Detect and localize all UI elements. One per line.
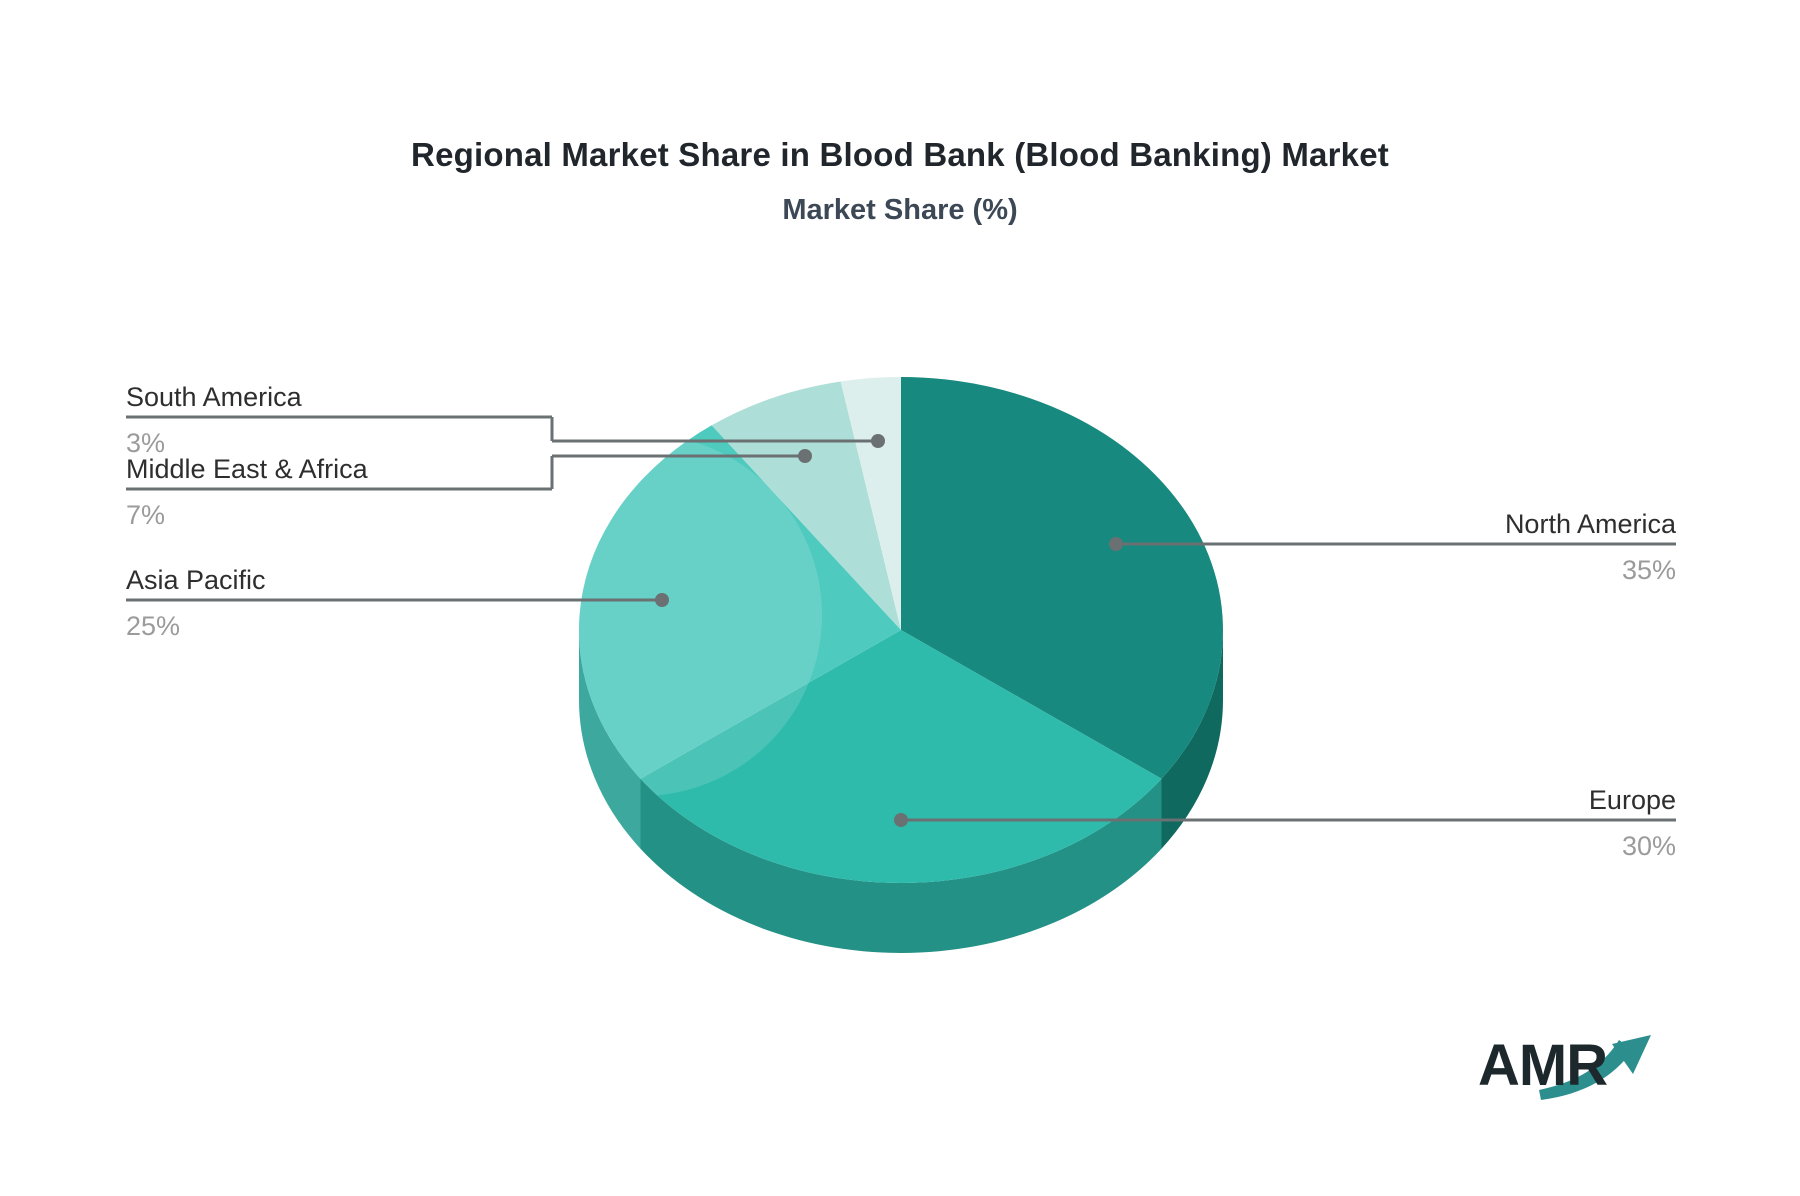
amr-logo: AMR	[1478, 1034, 1708, 1114]
slice-percent-europe: 30%	[1621, 831, 1676, 861]
chart-title: Regional Market Share in Blood Bank (Blo…	[411, 136, 1389, 173]
slice-label-south-america: South America	[126, 382, 302, 412]
slice-label-north-america: North America	[1504, 509, 1676, 539]
slice-label-middle-east-africa: Middle East & Africa	[126, 454, 368, 484]
slice-percent-south-america: 3%	[126, 428, 166, 458]
slice-percent-asia-pacific: 25%	[126, 611, 181, 641]
slice-label-asia-pacific: Asia Pacific	[126, 565, 266, 595]
slice-percent-middle-east-africa: 7%	[126, 500, 166, 530]
chart-subtitle: Market Share (%)	[782, 194, 1018, 226]
slice-label-europe: Europe	[1588, 785, 1676, 815]
slice-percent-north-america: 35%	[1621, 555, 1676, 585]
amr-logo-text: AMR	[1478, 1033, 1608, 1098]
